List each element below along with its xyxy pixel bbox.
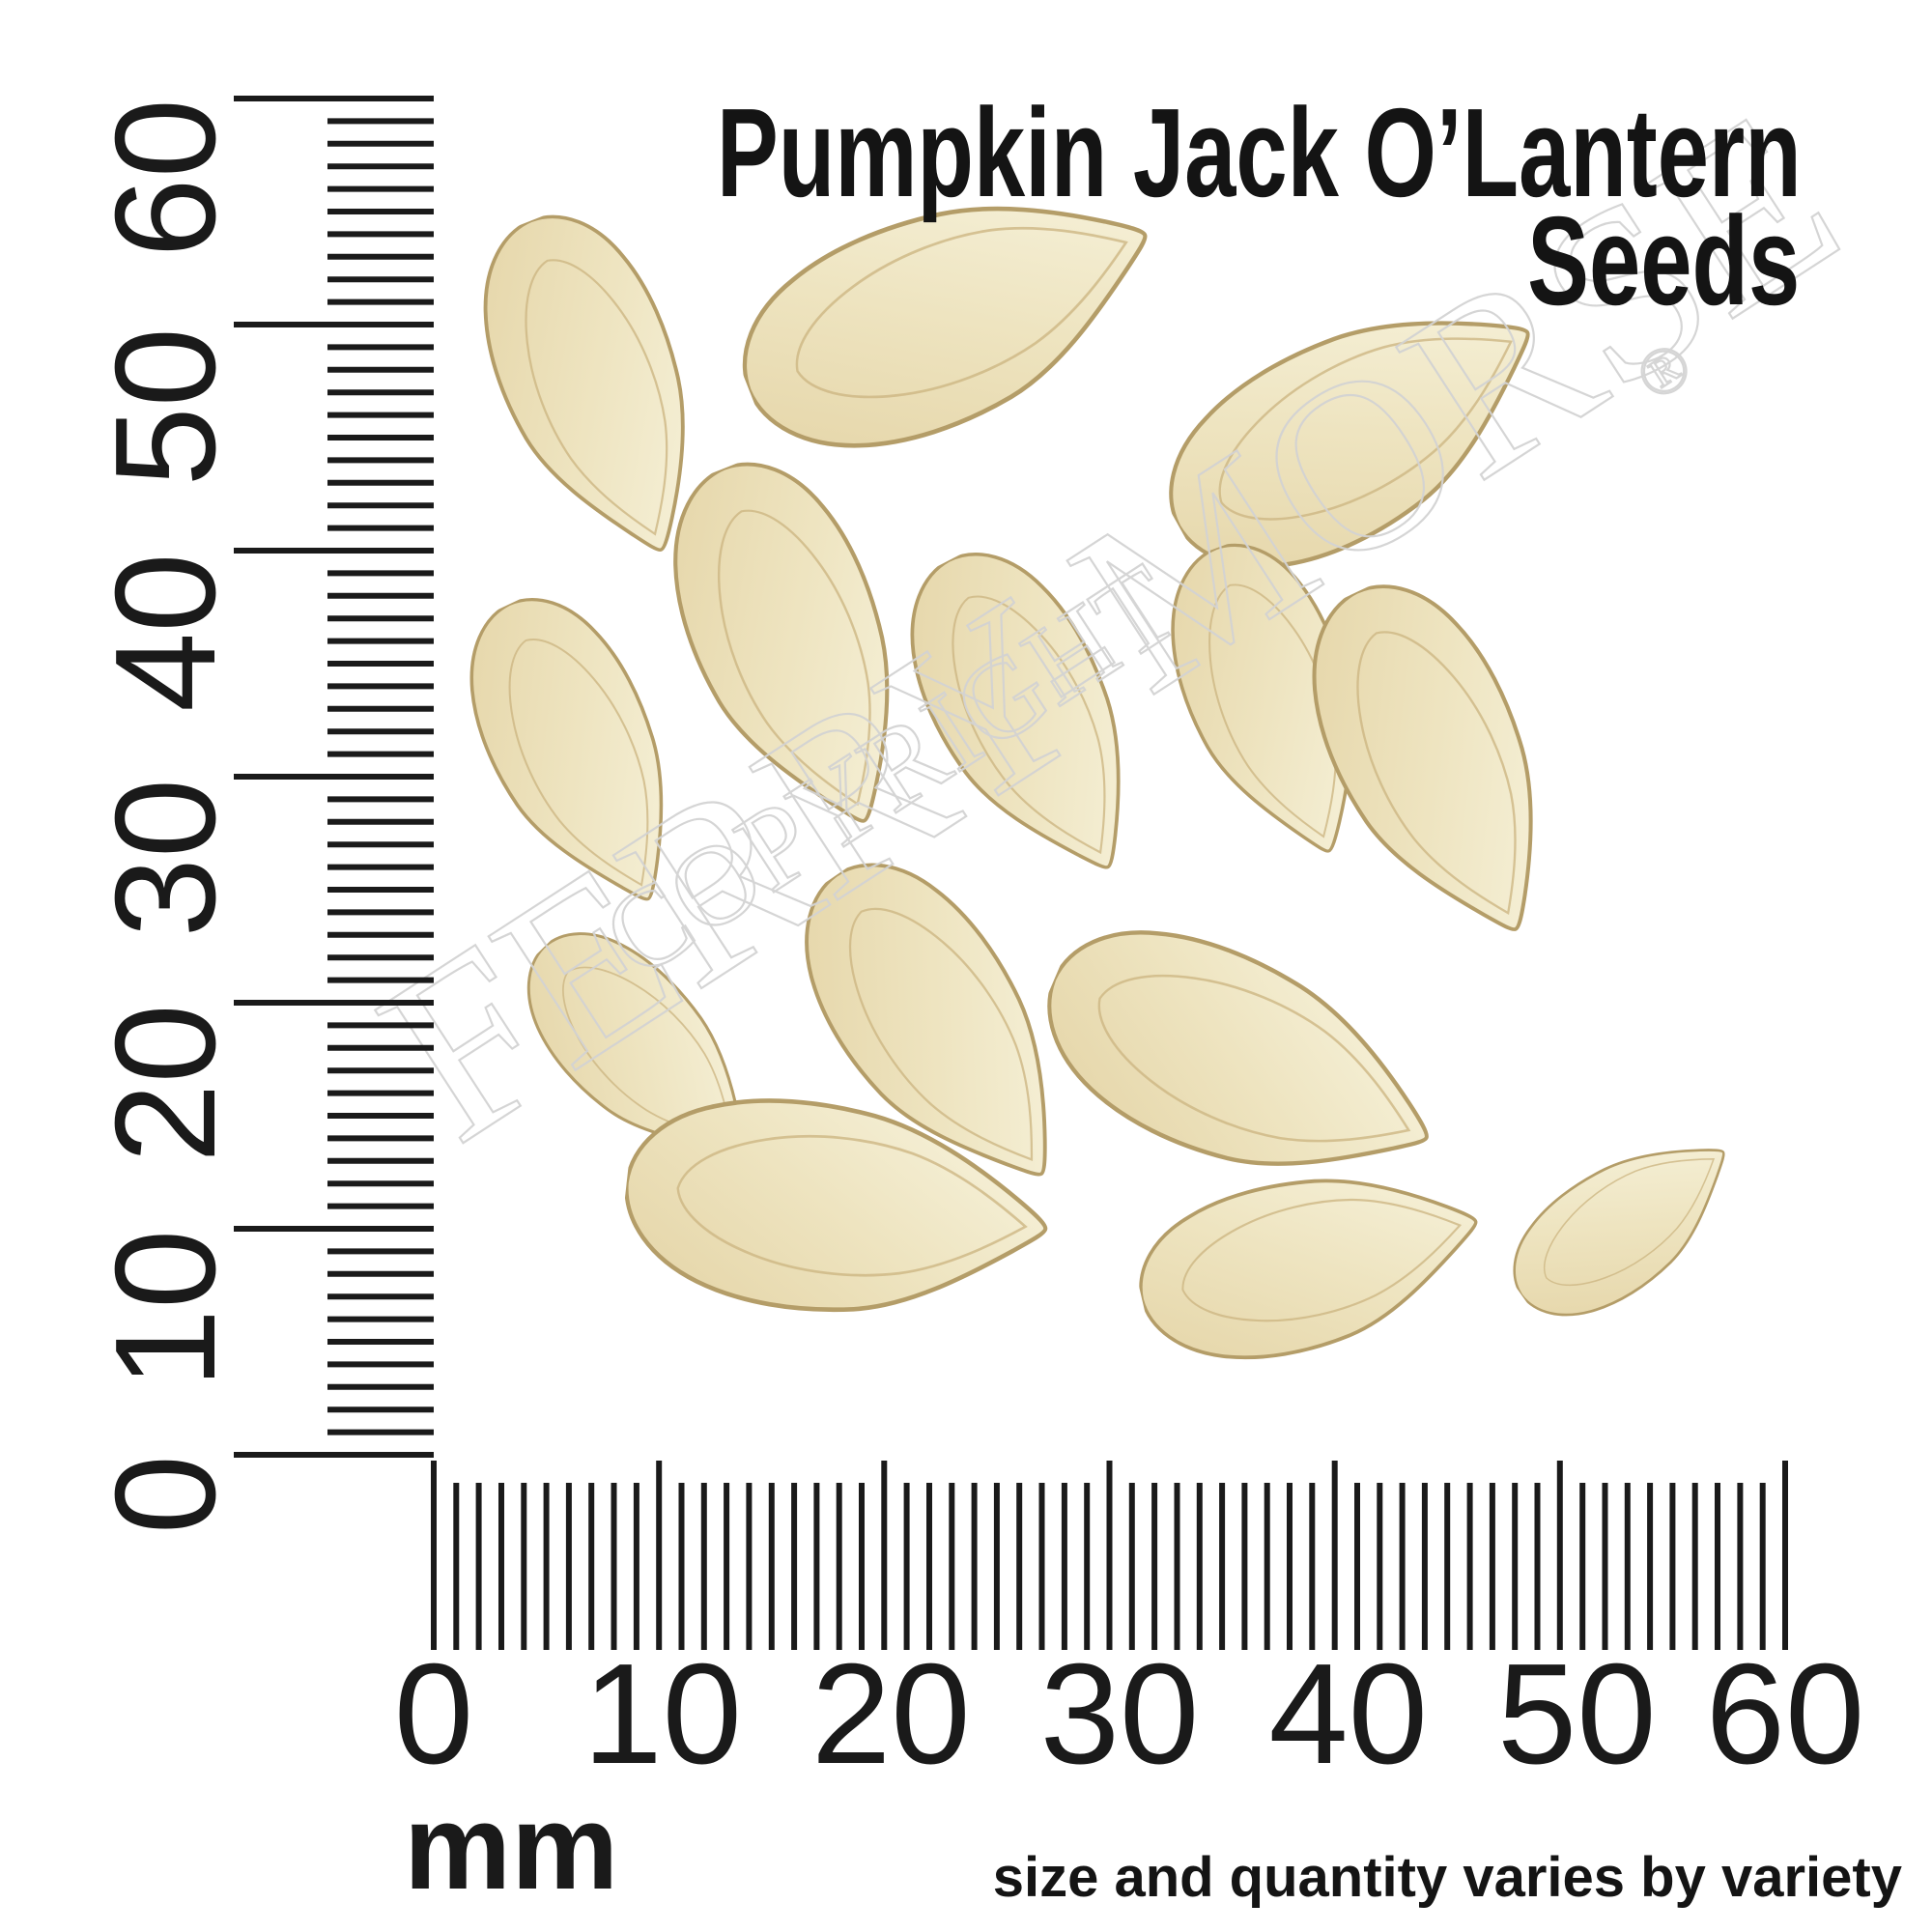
svg-text:60: 60 [1706, 1634, 1865, 1794]
svg-text:0: 0 [394, 1634, 473, 1794]
svg-text:40: 40 [86, 553, 245, 712]
svg-text:mm: mm [404, 1780, 618, 1915]
svg-text:10: 10 [86, 1230, 245, 1389]
svg-text:50: 50 [86, 327, 245, 487]
svg-text:20: 20 [86, 1004, 245, 1163]
svg-text:60: 60 [86, 99, 245, 258]
svg-text:30: 30 [86, 779, 245, 938]
svg-text:20: 20 [811, 1634, 971, 1794]
svg-text:size and quantity varies by va: size and quantity varies by variety [993, 1846, 1902, 1909]
svg-text:10: 10 [582, 1634, 742, 1794]
svg-text:Seeds: Seeds [1527, 191, 1800, 332]
svg-text:40: 40 [1268, 1634, 1428, 1794]
svg-text:0: 0 [86, 1455, 245, 1534]
svg-text:30: 30 [1040, 1634, 1200, 1794]
svg-text:50: 50 [1497, 1634, 1657, 1794]
